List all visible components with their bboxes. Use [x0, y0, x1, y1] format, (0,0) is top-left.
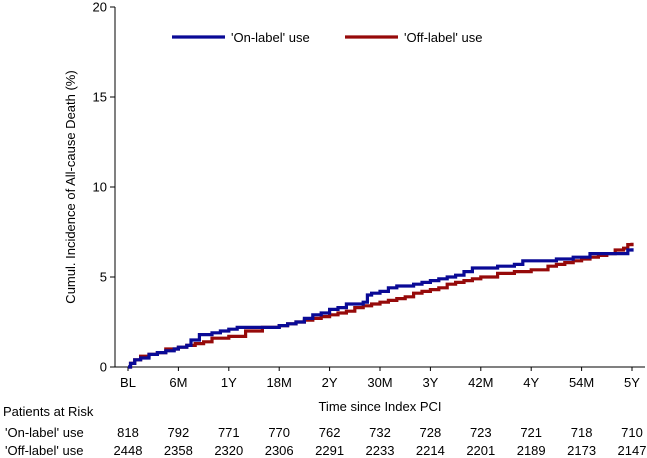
x-tick-label: BL — [120, 375, 136, 390]
risk-cell: 818 — [117, 425, 139, 440]
risk-cell: 732 — [369, 425, 391, 440]
y-tick-labels: 0 5 10 15 20 — [93, 0, 107, 375]
risk-cell: 2448 — [113, 443, 143, 458]
y-tick-label: 5 — [100, 270, 107, 285]
x-tick-label: 42M — [468, 375, 493, 390]
risk-cell: 770 — [268, 425, 291, 440]
risk-cell: 2320 — [214, 443, 244, 458]
x-tick-label: 3Y — [422, 375, 438, 390]
risk-cell: 2358 — [163, 443, 193, 458]
axes — [110, 6, 645, 371]
risk-cell: 2233 — [365, 443, 395, 458]
risk-cell: 723 — [469, 425, 492, 440]
x-tick-label: 5Y — [624, 375, 640, 390]
x-axis-label: Time since Index PCI — [318, 399, 441, 414]
x-tick-label: 4Y — [523, 375, 539, 390]
x-tick-labels: BL 6M 1Y 18M 2Y 30M 3Y 42M 4Y 54M 5Y — [120, 375, 640, 390]
x-tick-label: 30M — [367, 375, 392, 390]
x-tick-label: 18M — [267, 375, 292, 390]
risk-cell: 718 — [570, 425, 593, 440]
y-tick-label: 10 — [93, 180, 107, 195]
x-tick-label: 2Y — [322, 375, 338, 390]
legend: 'On-label' use 'Off-label' use — [172, 30, 482, 45]
risk-cell: 2214 — [415, 443, 445, 458]
risk-table-title: Patients at Risk — [3, 404, 94, 419]
legend-label-on-label: 'On-label' use — [231, 30, 310, 45]
series-line-off-label — [128, 242, 634, 369]
x-tick-label: 6M — [169, 375, 187, 390]
risk-cell: 2173 — [567, 443, 597, 458]
risk-cell: 2189 — [516, 443, 546, 458]
risk-cell: 771 — [217, 425, 240, 440]
risk-row-label-on-label: 'On-label' use — [5, 425, 84, 440]
risk-cell: 792 — [167, 425, 190, 440]
y-axis-label: Cumul. Incidence of All-cause Death (%) — [63, 70, 78, 303]
risk-cell: 721 — [520, 425, 543, 440]
y-tick-label: 0 — [100, 360, 107, 375]
series-line-on-label — [128, 248, 634, 369]
x-tick-label: 54M — [569, 375, 594, 390]
risk-cell: 728 — [419, 425, 442, 440]
risk-row-label-off-label: 'Off-label' use — [5, 443, 84, 458]
risk-cell: 2201 — [466, 443, 496, 458]
x-tick-label: 1Y — [221, 375, 237, 390]
risk-cell: 2306 — [264, 443, 294, 458]
risk-cell: 2147 — [617, 443, 647, 458]
series-lines — [128, 242, 634, 369]
risk-cell: 710 — [621, 425, 643, 440]
legend-label-off-label: 'Off-label' use — [404, 30, 482, 45]
risk-cell: 2291 — [315, 443, 345, 458]
y-tick-label: 20 — [93, 0, 107, 15]
y-tick-label: 15 — [93, 90, 107, 105]
risk-cell: 762 — [318, 425, 341, 440]
